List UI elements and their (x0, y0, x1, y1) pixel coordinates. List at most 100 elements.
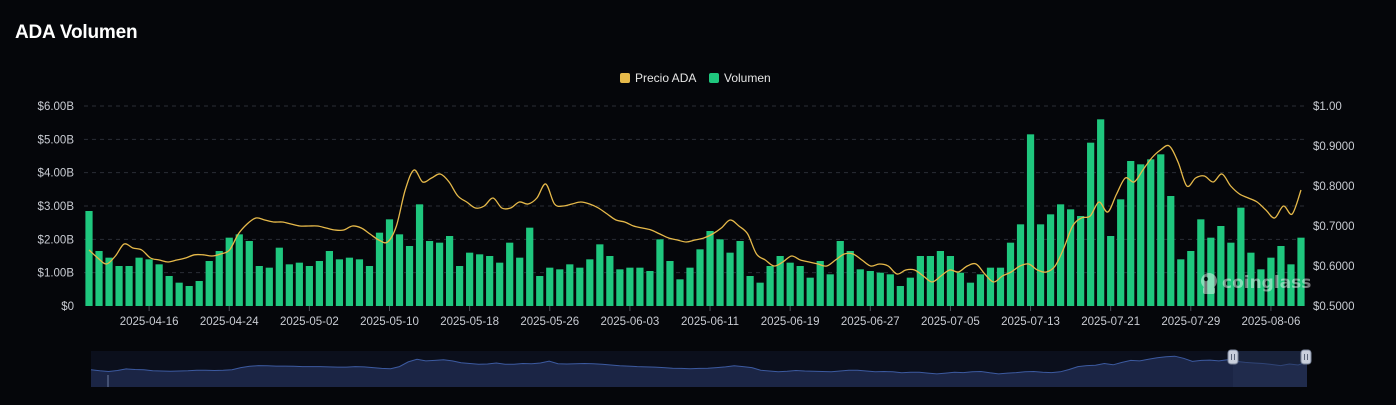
volume-bar (1137, 164, 1145, 306)
legend-label-price: Precio ADA (635, 71, 696, 85)
navigator-line (90, 355, 1308, 375)
volume-bar (1247, 252, 1255, 306)
volume-bar (916, 256, 924, 306)
volume-bar (195, 281, 203, 306)
volume-bar (706, 231, 714, 306)
volume-bar (1177, 259, 1185, 306)
x-tick-label: 2025-04-24 (200, 316, 259, 328)
x-tick-label: 2025-05-10 (360, 316, 419, 328)
volume-bar (496, 262, 504, 306)
volume-bar (1297, 237, 1305, 306)
volume-bar (776, 256, 784, 306)
navigator-selection[interactable] (1233, 351, 1307, 387)
volume-bar (345, 257, 354, 306)
volume-bar (736, 241, 744, 306)
y-right-tick-label: $0.6000 (1313, 261, 1355, 273)
volume-bar (456, 266, 464, 306)
navigator[interactable] (90, 349, 1312, 387)
y-left-tick-label: $0 (61, 301, 74, 313)
volume-bar (1207, 237, 1215, 306)
volume-bar (275, 247, 283, 306)
volume-bar (285, 264, 293, 306)
volume-bar (375, 232, 384, 306)
x-tick-label: 2025-07-13 (1001, 316, 1060, 328)
legend-item-volume[interactable]: Volumen (709, 71, 771, 85)
volume-bar (606, 256, 614, 306)
volume-bar (1127, 161, 1135, 306)
navigator-area (91, 356, 1307, 387)
volume-bar (886, 274, 894, 306)
volume-bar (445, 236, 454, 306)
volume-bar (235, 234, 243, 306)
volume-bar (405, 246, 414, 306)
volume-bar (646, 271, 654, 306)
volume-bar (556, 269, 564, 306)
volume-bar (145, 259, 153, 306)
y-left-tick-label: $6.00B (38, 101, 75, 113)
volume-bar (936, 251, 945, 306)
x-tick-label: 2025-05-26 (520, 316, 579, 328)
volume-bar (1287, 264, 1295, 306)
volume-bar (325, 251, 334, 306)
x-tick-label: 2025-06-03 (600, 316, 659, 328)
volume-bar (756, 282, 764, 306)
volume-bar (205, 261, 213, 306)
volume-bars (85, 119, 1305, 306)
volume-bar (1117, 199, 1125, 306)
volume-bar (1087, 142, 1095, 306)
volume-bar (676, 279, 684, 306)
volume-bar (596, 244, 604, 306)
volume-bar (1157, 154, 1165, 306)
y-right-tick-label: $1.00 (1313, 101, 1342, 113)
volume-bar (796, 266, 804, 306)
x-tick-label: 2025-07-05 (921, 316, 980, 328)
volume-bar (486, 256, 494, 306)
volume-bar (255, 266, 263, 306)
x-tick-label: 2025-05-18 (440, 316, 499, 328)
navigator-right-handle[interactable] (1300, 349, 1312, 365)
volume-bar (265, 267, 273, 306)
volume-bar (1267, 257, 1275, 306)
y-left-tick-label: $4.00B (38, 168, 75, 180)
y-left-tick-label: $1.00B (38, 268, 75, 280)
volume-bar (95, 251, 103, 306)
watermark: coinglass (1201, 273, 1311, 294)
volume-bar (986, 267, 995, 306)
left-axis-ticks: $0 $1.00B $2.00B $3.00B $4.00B $5.00B $6.00B (38, 101, 75, 313)
volume-bar (1026, 134, 1035, 306)
volume-bar (536, 276, 544, 306)
volume-bar (385, 219, 394, 306)
volume-bar (996, 267, 1005, 306)
x-tick-label: 2025-06-11 (681, 316, 739, 328)
volume-bar (586, 259, 594, 306)
volume-bar (866, 271, 874, 306)
volume-bar (696, 249, 704, 306)
right-axis-ticks: $0.5000 $0.6000 $0.7000 $0.8000 $0.9000 $1.00 (1313, 101, 1355, 313)
coinglass-logo-icon (1201, 273, 1217, 294)
volume-bar (956, 272, 965, 306)
volume-bar (566, 264, 574, 306)
x-tick-label: 2025-08-06 (1242, 316, 1301, 328)
volume-bar (846, 251, 854, 306)
volume-bar (466, 252, 474, 306)
volume-bar (135, 257, 143, 306)
volume-bar (576, 267, 584, 306)
watermark-text: coinglass (1222, 273, 1311, 293)
volume-bar (616, 269, 624, 306)
y-right-tick-label: $0.9000 (1313, 141, 1355, 153)
y-right-tick-label: $0.8000 (1313, 181, 1355, 193)
volume-bar (656, 239, 664, 306)
volume-bar (1046, 214, 1055, 306)
volume-bar (1036, 224, 1045, 306)
x-tick-label: 2025-06-19 (761, 316, 820, 328)
legend-item-price[interactable]: Precio ADA (620, 71, 696, 85)
volume-bar (1077, 216, 1085, 306)
y-left-tick-label: $3.00B (38, 201, 75, 213)
volume-bar (896, 286, 904, 306)
navigator-left-handle[interactable] (1227, 349, 1239, 365)
y-right-tick-label: $0.5000 (1313, 301, 1355, 313)
volume-bar (315, 261, 323, 306)
volume-bar (85, 211, 93, 306)
volume-bar (1217, 226, 1225, 306)
volume-bar (686, 267, 694, 306)
